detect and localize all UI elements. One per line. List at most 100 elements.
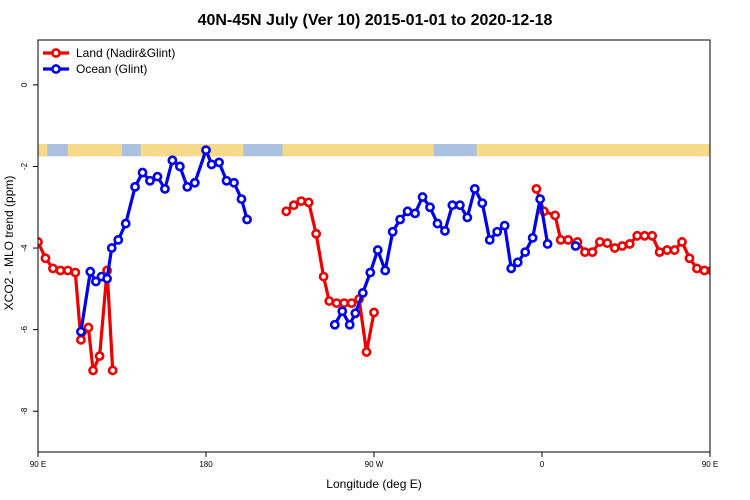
- data-point: [684, 253, 695, 264]
- y-tick-label: -2: [20, 162, 29, 170]
- data-point: [417, 192, 428, 202]
- data-point: [716, 269, 723, 276]
- data-point: [587, 247, 598, 258]
- data-point: [535, 194, 546, 204]
- data-point: [339, 298, 350, 309]
- data-point: [318, 271, 329, 282]
- data-point: [167, 155, 178, 166]
- legend-marker: [51, 48, 61, 58]
- data-point: [107, 365, 118, 376]
- series-line: [38, 188, 710, 372]
- data-point: [281, 206, 292, 217]
- data-point: [733, 367, 740, 374]
- series-land: [38, 183, 740, 376]
- data-point: [303, 197, 314, 208]
- data-point: [229, 177, 239, 188]
- data-point: [62, 265, 73, 276]
- y-tick-label: -8: [20, 407, 29, 415]
- data-point: [357, 288, 368, 298]
- data-point: [369, 307, 379, 318]
- data-point: [462, 212, 473, 223]
- legend: Land (Nadir&Glint) Ocean (Glint): [43, 46, 175, 76]
- data-point: [563, 234, 574, 245]
- data-point: [83, 322, 94, 333]
- data-point: [337, 306, 348, 317]
- legend-marker: [51, 64, 61, 74]
- data-point: [288, 200, 299, 211]
- data-point: [677, 237, 687, 247]
- data-point: [214, 157, 224, 168]
- data-point: [580, 247, 590, 258]
- series-line: [79, 148, 550, 332]
- data-point: [329, 319, 340, 330]
- data-point: [40, 253, 51, 264]
- data-point: [484, 234, 495, 245]
- data-point: [432, 218, 443, 229]
- data-point: [639, 230, 650, 241]
- data-point: [145, 175, 155, 186]
- data-point: [520, 247, 531, 258]
- data-point: [477, 198, 488, 209]
- data-point: [94, 351, 105, 362]
- data-point: [729, 324, 736, 331]
- data-point: [721, 328, 728, 335]
- data-point: [88, 365, 98, 376]
- data-point: [609, 243, 620, 253]
- data-point: [617, 241, 628, 251]
- data-point: [594, 237, 605, 247]
- data-point: [542, 239, 553, 249]
- data-point: [331, 298, 342, 309]
- data-point: [692, 263, 702, 274]
- data-point: [76, 334, 86, 345]
- land-band-segment: [476, 144, 710, 157]
- data-point: [602, 238, 613, 249]
- data-point: [189, 177, 200, 188]
- data-point: [736, 278, 743, 285]
- data-point: [550, 210, 560, 221]
- data-point: [447, 200, 458, 211]
- series-layer: [38, 145, 743, 376]
- land-band-segment: [38, 144, 48, 157]
- data-point: [380, 265, 391, 276]
- data-point: [669, 245, 680, 255]
- data-point: [425, 202, 435, 213]
- data-point: [221, 175, 232, 186]
- y-tick-label: -6: [20, 326, 29, 334]
- data-point: [106, 243, 117, 253]
- data-point: [527, 232, 538, 243]
- data-point: [130, 181, 140, 192]
- data-point: [48, 263, 58, 274]
- data-point: [721, 336, 728, 343]
- x-axis-label: Longitude (deg E): [326, 477, 421, 491]
- data-point: [311, 228, 322, 239]
- data-point: [570, 241, 581, 251]
- data-point: [55, 265, 66, 276]
- data-point: [160, 183, 170, 194]
- data-point: [102, 273, 112, 284]
- data-point: [85, 266, 96, 277]
- legend-label: Land (Nadir&Glint): [76, 46, 175, 60]
- data-point: [506, 263, 517, 274]
- data-point: [402, 206, 413, 217]
- data-point: [361, 347, 372, 357]
- data-point: [440, 226, 450, 236]
- y-tick-label: 0: [20, 82, 29, 87]
- data-point: [350, 308, 361, 319]
- data-point: [395, 214, 406, 225]
- data-point: [201, 145, 211, 156]
- data-point: [387, 226, 398, 237]
- data-point: [182, 181, 193, 192]
- x-tick-label: 0: [540, 460, 545, 469]
- data-point: [632, 230, 643, 241]
- data-point: [469, 183, 480, 194]
- data-point: [454, 200, 465, 211]
- data-point: [137, 167, 148, 178]
- x-axis: 90 E 180 90 W 0 90 E: [30, 452, 718, 469]
- data-point: [346, 298, 357, 309]
- land-band-segment: [282, 144, 434, 157]
- data-point: [70, 267, 81, 278]
- x-tick-label: 90 W: [365, 460, 384, 469]
- y-axis-label: XCO2 - MLO trend (ppm): [2, 176, 16, 311]
- data-point: [90, 276, 101, 287]
- data-point: [206, 159, 217, 170]
